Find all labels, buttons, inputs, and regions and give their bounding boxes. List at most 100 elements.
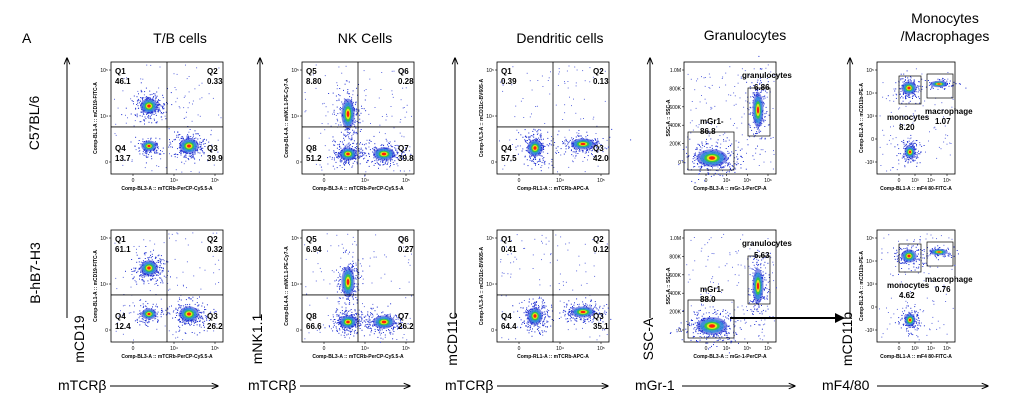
plot-frame bbox=[876, 61, 956, 175]
column-title-macrophages: /Macrophages bbox=[900, 28, 990, 44]
y-channel-label: Comp-VL3-A :: mCD11c-BV605-A bbox=[479, 79, 485, 158]
quadrant-label: Q3 bbox=[207, 144, 218, 153]
y-tick-label: 800K bbox=[669, 86, 681, 92]
y-tick-label: 600K bbox=[669, 105, 681, 111]
y-tick-label: 10⁵ bbox=[486, 68, 494, 74]
quadrant-value: 35.1 bbox=[593, 322, 609, 331]
quadrant-value: 0.12 bbox=[593, 245, 609, 254]
population-t-cells bbox=[356, 135, 412, 177]
gate-monocytes bbox=[898, 75, 922, 105]
x-channel-label: Comp-RL1-A :: mTCRb-APC-A bbox=[517, 186, 589, 192]
population-double-negative bbox=[324, 303, 370, 338]
x-tick-label: 0 bbox=[898, 178, 901, 184]
quadrant-label: Q4 bbox=[501, 312, 512, 321]
x-channel-label: Comp-BL1-A :: mF4 80-FITC-A bbox=[880, 186, 952, 192]
y-tick-label: 10⁵ bbox=[100, 236, 108, 242]
y-channel-label: Comp-BL2-A :: mCD11b-PE-A bbox=[859, 251, 865, 321]
x-tick-label: 0 bbox=[132, 346, 135, 352]
y-channel-label: Comp-BL1-A :: mCD19-FITC-A bbox=[93, 250, 99, 322]
x-tick-label: 10⁴ bbox=[927, 346, 935, 352]
population-double-negative bbox=[515, 128, 559, 172]
y-tick-label: 10⁴ bbox=[291, 282, 299, 288]
population-macrophage bbox=[917, 245, 959, 266]
quadrant-label: Q2 bbox=[593, 67, 604, 76]
y-tick-label: 10⁴ bbox=[100, 114, 108, 120]
y-channel-label: Comp-BL2-A :: mCD11b-PE-A bbox=[859, 83, 865, 153]
gate-mgr1-negative bbox=[687, 131, 735, 171]
population-double-negative bbox=[517, 296, 554, 337]
quadrant-label: Q2 bbox=[207, 67, 218, 76]
column-title-dc: Dendritic cells bbox=[516, 30, 604, 46]
column-title-tb: T/B cells bbox=[153, 30, 207, 46]
population-t-cells bbox=[558, 297, 612, 325]
x-tick-label: 10⁴ bbox=[927, 178, 935, 184]
y-tick-label: 10³ bbox=[867, 114, 875, 120]
y-channel-label: Comp-VL3-A :: mCD11c-BV605-A bbox=[479, 247, 485, 326]
quadrant-label: Q4 bbox=[115, 144, 126, 153]
quadrant-value: 0.27 bbox=[398, 245, 414, 254]
quadrant-value: 39.8 bbox=[398, 154, 414, 163]
x-tick-label: 0 bbox=[323, 178, 326, 184]
gate-value-mgr1: 88.0 bbox=[700, 295, 716, 304]
quadrant-value: 42.0 bbox=[593, 154, 609, 163]
x-channel-label: Comp-BL1-A :: mF4 80-FITC-A bbox=[880, 354, 952, 360]
gate-granulocytes bbox=[747, 255, 771, 305]
y-channel-label: SSC-A :: SSC-A bbox=[666, 99, 672, 136]
gate-label-macrophage: macrophage bbox=[925, 107, 973, 116]
quadrant-value: 8.80 bbox=[306, 77, 322, 86]
quadrant-label: Q6 bbox=[398, 235, 409, 244]
gate-granulocytes bbox=[747, 87, 771, 137]
quadrant-value: 39.9 bbox=[207, 154, 223, 163]
x-channel-label: Comp-BL3-A :: mTCRb-PerCP-Cy5.5-A bbox=[121, 186, 213, 192]
x-tick-label: 10⁵ bbox=[744, 346, 752, 352]
quadrant-label: Q2 bbox=[207, 235, 218, 244]
y-tick-label: 10⁴ bbox=[866, 91, 874, 97]
y-tick-label: 0 bbox=[678, 160, 681, 166]
x-tick-label: 0 bbox=[518, 178, 521, 184]
y-tick-label: 0 bbox=[105, 328, 108, 334]
x-channel-label: Comp-BL3-A :: mTCRb-PerCP-Cy5.5-A bbox=[312, 354, 404, 360]
x-tick-label: 10⁵ bbox=[744, 178, 752, 184]
gate-label-mgr1: mGr1- bbox=[700, 285, 724, 294]
quadrant-value: 0.33 bbox=[207, 77, 223, 86]
y-channel-label: Comp-BL4-A :: mNK1.1-PE-Cy7-A bbox=[284, 78, 290, 158]
x-tick-label: 10⁵ bbox=[597, 178, 605, 184]
gate-value-monocytes: 4.62 bbox=[899, 291, 915, 300]
y-tick-label: 0 bbox=[105, 160, 108, 166]
y-channel-label: Comp-BL1-A :: mCD19-FITC-A bbox=[93, 82, 99, 154]
x-tick-label: 0 bbox=[705, 346, 708, 352]
gate-label-monocytes: monocytes bbox=[887, 113, 930, 122]
x-tick-label: 10⁴ bbox=[170, 346, 178, 352]
gate-label-granulocytes: granulocytes bbox=[742, 71, 792, 80]
x-tick-label: 10⁴ bbox=[361, 178, 369, 184]
population-cd11b-negative bbox=[894, 134, 925, 168]
population-double-negative bbox=[122, 299, 169, 327]
x-channel-label: Comp-BL3-A :: mTCRb-PerCP-Cy5.5-A bbox=[121, 354, 213, 360]
population-cd11b-negative bbox=[894, 305, 925, 338]
x-tick-label: 10⁴ bbox=[556, 346, 564, 352]
quadrant-label: Q3 bbox=[593, 144, 604, 153]
y-tick-label: 0 bbox=[678, 328, 681, 334]
population-nk-cells bbox=[328, 80, 367, 145]
plot-4-row-1: 1.0M 800K 600K 400K 200K 0 0 10⁴ 10⁵ 10⁶ Comp-BL3-… bbox=[666, 55, 792, 192]
x-tick-label: 10⁴ bbox=[723, 178, 731, 184]
x-axis-title-tcrb-2: mTCRβ bbox=[248, 377, 297, 393]
quadrant-label: Q8 bbox=[306, 144, 317, 153]
population-macrophage bbox=[924, 77, 967, 90]
y-tick-label: 1.0M bbox=[670, 236, 681, 242]
gate-label-granulocytes: granulocytes bbox=[742, 239, 792, 248]
gate-label-macrophage: macrophage bbox=[925, 275, 973, 284]
quadrant-value: 0.32 bbox=[207, 245, 223, 254]
column-title-granulocytes: Granulocytes bbox=[703, 27, 787, 43]
y-tick-label: 10⁵ bbox=[291, 68, 299, 74]
population-nk-cells bbox=[334, 249, 364, 334]
x-axis-title-tcrb-3: mTCRβ bbox=[445, 377, 494, 393]
population-double-negative bbox=[320, 137, 372, 170]
population-t-cells bbox=[162, 117, 219, 164]
